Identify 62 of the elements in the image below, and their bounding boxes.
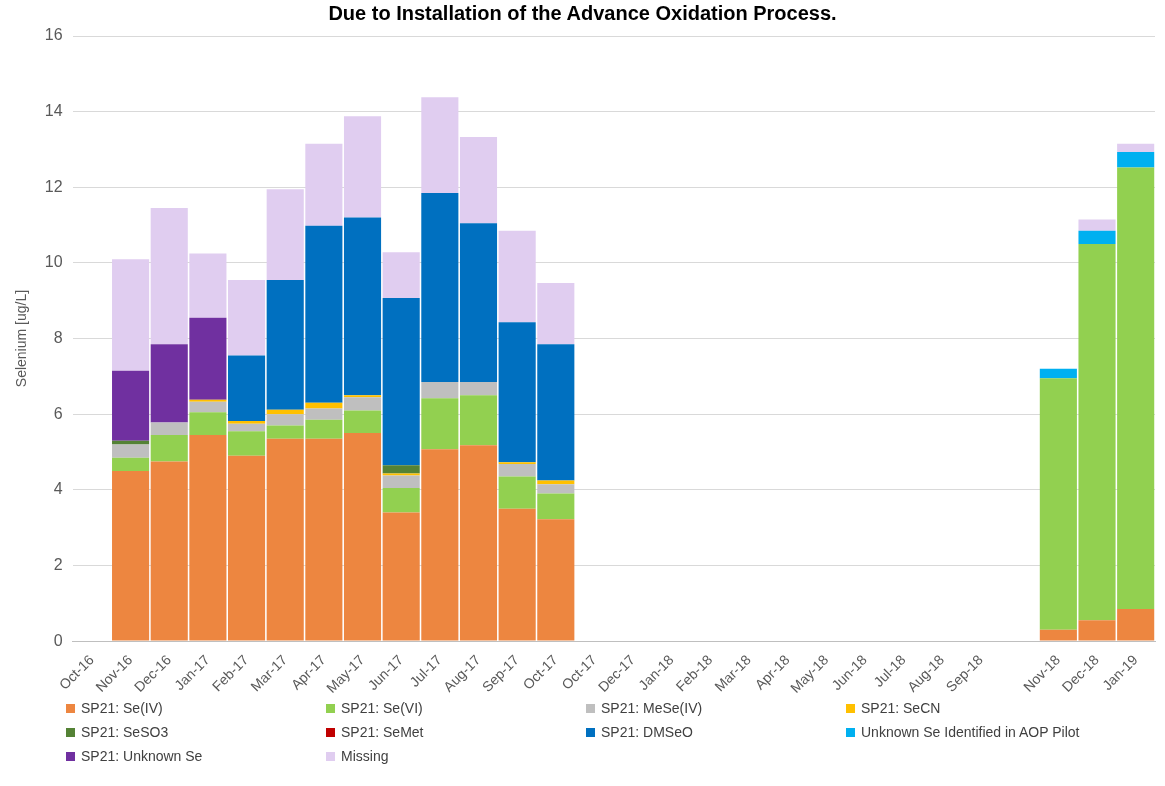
y-tick-label: 6: [53, 404, 63, 422]
y-tick-label: 0: [53, 631, 63, 649]
bar: [498, 464, 536, 477]
y-tick-label: 14: [44, 102, 63, 120]
bar: [228, 423, 266, 432]
y-tick-label: 8: [53, 328, 63, 346]
bar: [382, 487, 420, 513]
bar: [382, 465, 420, 474]
legend-label: Unknown Se Identified in AOP Pilot: [861, 724, 1080, 740]
bar: [305, 402, 343, 409]
bar: [228, 279, 266, 356]
legend-label: SP21: Se(IV): [81, 700, 163, 716]
y-tick-label: 2: [53, 555, 63, 573]
bar: [228, 455, 266, 641]
bar: [343, 116, 382, 218]
bar: [382, 475, 420, 488]
y-tick-label: 12: [44, 177, 63, 195]
bar: [189, 412, 227, 435]
bar: [421, 97, 459, 193]
bar: [343, 410, 382, 434]
legend-label: Missing: [341, 748, 389, 764]
y-tick-label: 16: [44, 26, 63, 44]
bar: [112, 457, 150, 471]
bar: [343, 217, 382, 396]
chart-title: Due to Installation of the Advance Oxidation Process.: [328, 1, 837, 24]
legend-label: SP21: DMSeO: [601, 724, 693, 740]
bar: [1078, 230, 1116, 245]
bar: [228, 355, 266, 421]
bar: [112, 444, 150, 458]
bar: [459, 223, 498, 383]
bar: [228, 431, 266, 456]
bar: [382, 252, 420, 299]
bar: [1117, 152, 1155, 168]
legend-label: SP21: SeSO3: [81, 724, 169, 740]
legend-label: SP21: SeCN: [861, 700, 941, 716]
bar: [421, 382, 459, 399]
bar: [1039, 368, 1077, 379]
y-axis-title: Selenium [ug/L]: [13, 289, 30, 388]
bar: [150, 435, 188, 462]
bar: [537, 484, 575, 494]
bar: [459, 445, 498, 641]
bar: [112, 370, 150, 441]
bar: [343, 433, 382, 641]
bar: [459, 136, 498, 224]
bar: [228, 421, 266, 424]
bar: [459, 382, 498, 396]
bar: [112, 259, 150, 371]
y-tick-label: 10: [44, 253, 63, 271]
legend-label: SP21: Unknown Se: [81, 748, 203, 764]
y-tick-label: 4: [53, 480, 63, 498]
legend-label: SP21: Se(VI): [341, 700, 423, 716]
bar: [421, 398, 459, 450]
bar: [459, 395, 498, 446]
bar: [537, 480, 575, 485]
bar: [1117, 143, 1155, 153]
legend-label: SP21: SeMet: [341, 724, 424, 740]
bar: [189, 401, 227, 413]
bar: [1078, 219, 1116, 231]
bar: [150, 422, 188, 435]
bar: [343, 397, 382, 411]
bar: [112, 470, 150, 641]
legend-label: SP21: MeSe(IV): [601, 700, 703, 716]
